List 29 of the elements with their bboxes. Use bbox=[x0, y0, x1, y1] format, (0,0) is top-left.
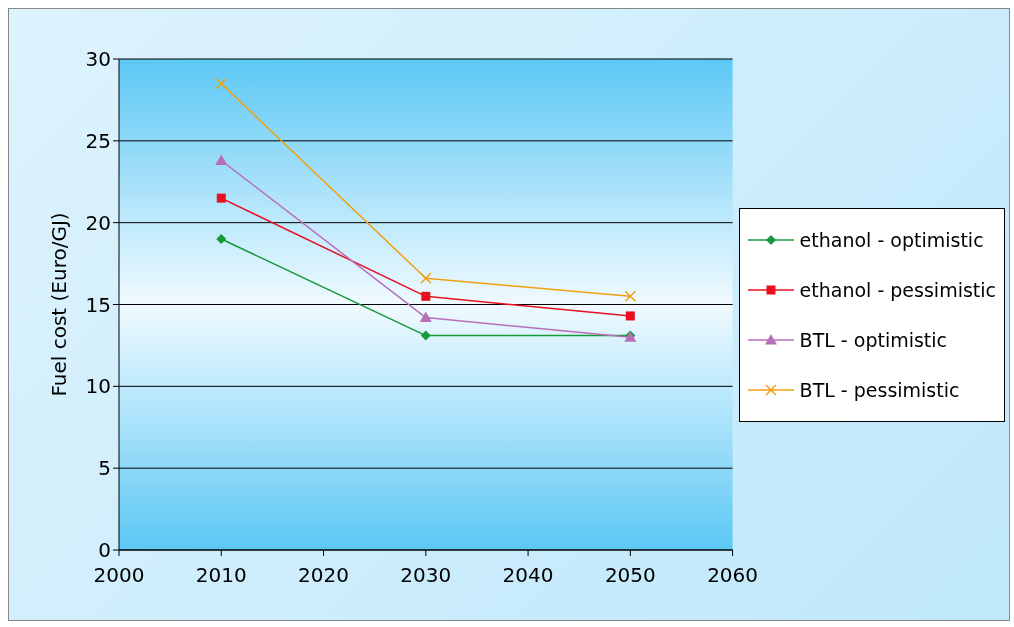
x-tick-label: 2010 bbox=[195, 563, 247, 588]
legend-label: ethanol - pessimistic bbox=[799, 278, 996, 301]
y-tick-label: 30 bbox=[85, 47, 111, 72]
point bbox=[421, 291, 431, 301]
point bbox=[420, 272, 432, 285]
y-axis-title: Fuel cost (Euro/GJ) bbox=[47, 212, 72, 397]
x-tick-label: 2040 bbox=[502, 563, 554, 588]
y-tick-label: 15 bbox=[85, 292, 111, 317]
legend-label: BTL - optimistic bbox=[799, 328, 948, 351]
point bbox=[216, 193, 226, 203]
x-tick-label: 2020 bbox=[298, 563, 349, 588]
x-tick-label: 2050 bbox=[604, 563, 656, 588]
point bbox=[420, 330, 431, 341]
y-tick-label: 25 bbox=[85, 128, 111, 153]
legend-label: BTL - pessimistic bbox=[799, 378, 960, 401]
x-tick-label: 2030 bbox=[400, 563, 452, 588]
point bbox=[215, 154, 228, 165]
x-tick-label: 2060 bbox=[707, 563, 759, 588]
legend-label: ethanol - optimistic bbox=[799, 228, 984, 251]
y-tick-label: 0 bbox=[98, 538, 111, 563]
point bbox=[625, 311, 635, 321]
point bbox=[216, 234, 227, 245]
y-tick-label: 20 bbox=[85, 210, 111, 235]
point bbox=[419, 311, 432, 323]
point bbox=[624, 290, 637, 303]
y-tick-label: 10 bbox=[85, 374, 111, 399]
x-tick-label: 2000 bbox=[93, 563, 145, 588]
point bbox=[215, 77, 228, 90]
y-tick-label: 5 bbox=[98, 456, 111, 481]
